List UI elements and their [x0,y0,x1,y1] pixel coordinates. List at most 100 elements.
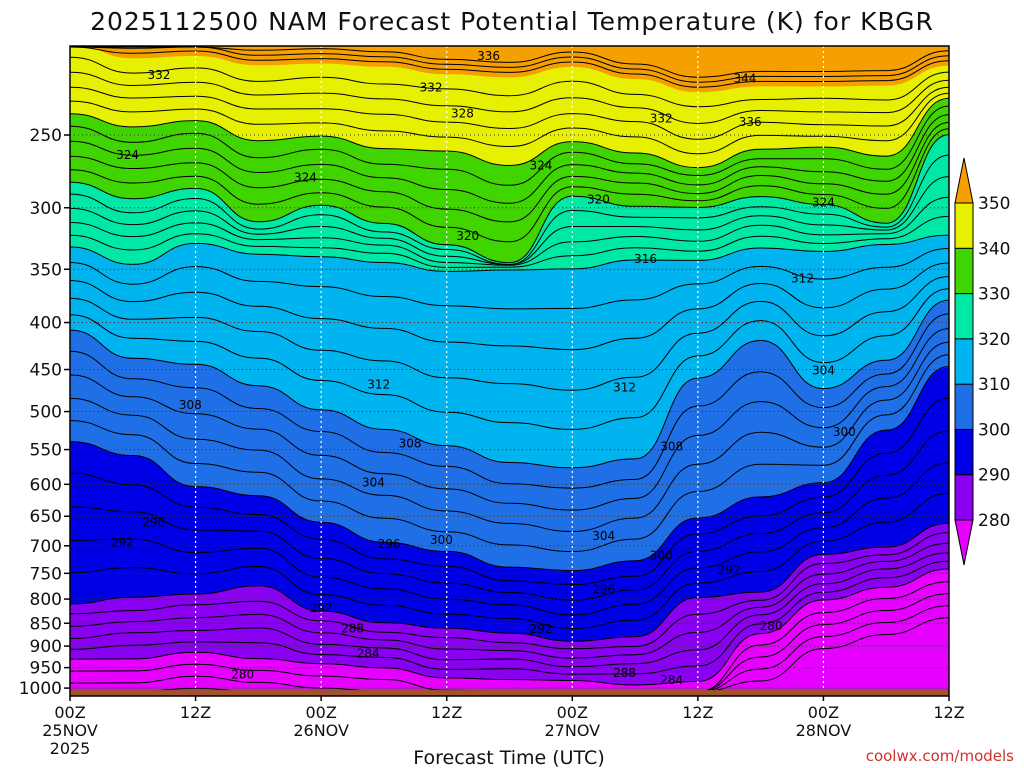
contour-label-296: 296 [142,515,165,529]
isentrope-282 [70,560,949,675]
isentrope-306 [70,328,949,511]
isentrope-284 [70,552,949,668]
isentrope-340 [70,97,949,169]
contour-label-320: 320 [456,229,479,243]
isentrope-324 [70,196,949,266]
isentrope-342 [70,92,949,155]
isentrope-332 [70,128,949,243]
colorbar: 280 290 300 310 320 330 340 350 [954,157,1010,566]
colorbar-segment-280 [954,474,974,521]
isentrope-334 [70,121,949,223]
colorbar-extend-low [954,519,974,566]
isentrope-328 [70,154,949,266]
isentrope-348 [70,56,949,108]
colorbar-segment-330 [954,247,974,295]
isentrope-280 [70,568,949,686]
isentrope-322 [70,215,949,268]
y-tick-label-250: 250 [30,126,62,146]
x-tick-time-24: 00Z [305,703,336,722]
isentrope-298 [70,397,949,586]
band-above-350 [85,46,949,93]
isentrope-330 [70,134,949,264]
contour-label-308: 308 [179,398,202,412]
contour-labels: 332 336 332 328 344 332 336 324 324 324 324 320 320 3… [111,49,856,687]
contour-label-304: 304 [592,529,615,543]
contour-label-308: 308 [399,437,422,451]
colorbar-label-290: 290 [978,466,1010,486]
colorbar-label-320: 320 [978,330,1010,350]
contour-label-288: 288 [341,621,364,635]
contour-label-344: 344 [733,72,756,86]
y-tick-label-350: 350 [30,260,62,280]
isentrope-286 [70,542,949,659]
isentrope-344 [70,86,949,140]
y-tick-label-500: 500 [30,403,62,423]
contour-label-300: 300 [833,425,856,439]
contour-label-292: 292 [529,622,552,636]
y-tick-label-950: 950 [30,659,62,679]
contour-label-304: 304 [362,475,385,489]
colorbar-label-340: 340 [978,239,1010,259]
colorbar-label-280: 280 [978,511,1010,531]
y-tick-label-900: 900 [30,637,62,657]
colorbar-segment-290 [954,428,974,476]
contour-label-332: 332 [650,112,673,126]
contour-label-312: 312 [367,377,390,391]
contour-label-312: 312 [613,381,636,395]
contour-label-320: 320 [587,193,610,207]
colorbar-label-330: 330 [978,285,1010,305]
contour-label-280: 280 [760,619,783,633]
contour-label-292: 292 [111,535,134,549]
y-tick-label-650: 650 [30,507,62,527]
y-tick-label-1000: 1000 [19,679,62,699]
contour-label-288: 288 [613,666,636,680]
x-axis-label: Forecast Time (UTC) [413,747,604,768]
y-tick-label-850: 850 [30,614,62,634]
contour-label-308: 308 [660,440,683,454]
isentrope-294 [70,462,949,616]
colorbar-segment-300 [954,383,974,430]
contour-label-324: 324 [116,148,139,162]
y-tick-label-400: 400 [30,314,62,334]
y-tick-label-450: 450 [30,361,62,381]
x-tick-time-48: 00Z [557,703,588,722]
x-tick-year-0: 2025 [50,739,91,758]
isentrope-312 [70,288,949,430]
colorbar-label-300: 300 [978,420,1010,440]
isentrope-292 [70,492,949,630]
x-tick-date-48: 27NOV [544,721,600,740]
colorbar-extend-high [954,157,974,204]
contour-label-332: 332 [147,68,170,82]
contour-label-280: 280 [231,668,254,682]
contour-label-332: 332 [420,81,443,95]
isentrope-high-3 [70,46,949,78]
contour-label-324: 324 [812,195,835,209]
contour-label-304: 304 [812,363,835,377]
y-tick-label-800: 800 [30,590,62,610]
contour-label-292: 292 [718,563,741,577]
contour-label-312: 312 [791,271,814,285]
colorbar-label-350: 350 [978,194,1010,214]
contour-label-324: 324 [294,170,317,184]
contour-label-328: 328 [451,107,474,121]
x-tick-time-0: 00Z [54,703,85,722]
y-tick-label-700: 700 [30,537,62,557]
y-axis: 250 300 350 400 450 500 550 600 650 700 750 800 850 9… [19,126,70,699]
x-tick-date-24: 26NOV [293,721,349,740]
isentrope-338 [70,105,949,186]
plot-frame [69,45,950,697]
contour-label-316: 316 [634,252,657,266]
isentrope-314 [70,276,949,391]
contour-label-296: 296 [378,537,401,551]
x-tick-date-72: 28NOV [796,721,852,740]
contour-label-284: 284 [660,673,683,687]
grid-lines [70,46,949,696]
colorbar-label-310: 310 [978,375,1010,395]
contour-label-324: 324 [529,159,552,173]
isentrope-318 [70,248,949,310]
credit-text: coolwx.com/models [866,747,1014,765]
isentrope-lines [70,46,949,693]
isentrope-290 [70,522,949,642]
contour-label-292: 292 [310,601,333,615]
